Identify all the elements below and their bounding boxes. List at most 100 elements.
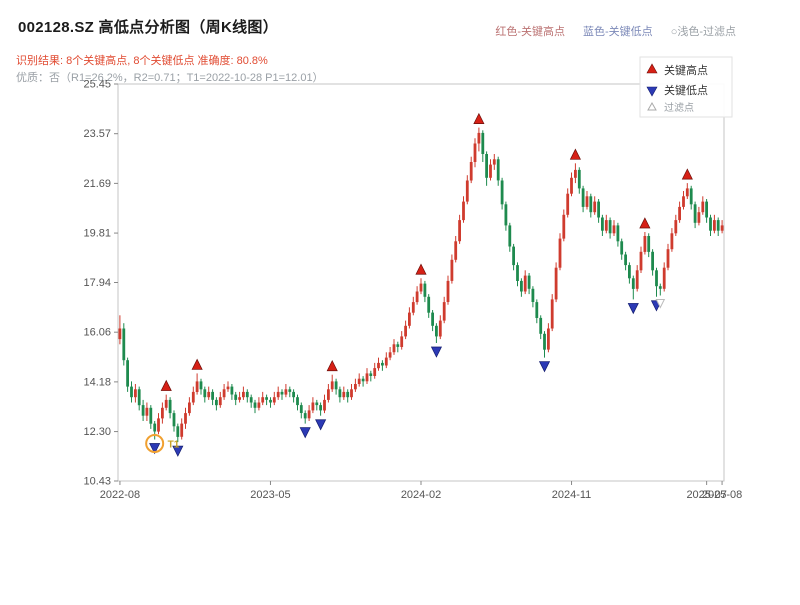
candle	[130, 386, 133, 398]
candle	[639, 251, 643, 271]
candle	[134, 389, 137, 398]
candle	[180, 423, 184, 437]
candle	[523, 275, 527, 292]
candle	[357, 378, 361, 384]
candle	[685, 188, 689, 197]
filtered-point-markers	[655, 298, 666, 309]
key-high-marker	[191, 358, 203, 370]
candle	[234, 394, 238, 400]
candle	[203, 389, 207, 398]
candle	[520, 280, 523, 292]
svg-text:2023-05: 2023-05	[250, 489, 290, 501]
candle	[547, 328, 550, 350]
candle	[269, 399, 272, 403]
svg-text:14.18: 14.18	[83, 376, 111, 388]
candle	[272, 397, 276, 403]
top-legend-key-high: 红色-关键高点	[495, 26, 566, 38]
svg-text:2024-02: 2024-02	[401, 489, 441, 501]
quality-line: 优质：否（R1=26.2%，R2=0.71；T1=2022-10-28 P1=1…	[16, 72, 324, 84]
candle	[697, 212, 701, 223]
recognition-result: 识别结果: 8个关键高点, 8个关键低点 准确度: 80.8%	[16, 55, 268, 67]
candle	[454, 241, 458, 260]
svg-text:2022-08: 2022-08	[100, 489, 140, 501]
candle	[126, 360, 129, 387]
svg-text:过滤点: 过滤点	[664, 101, 694, 114]
candle	[377, 362, 380, 369]
candle	[701, 201, 705, 213]
candle	[176, 426, 180, 437]
candle	[655, 270, 658, 287]
candle	[350, 389, 353, 398]
candle	[620, 241, 624, 255]
candle	[172, 413, 176, 427]
candle	[334, 381, 338, 390]
candle	[311, 402, 315, 411]
candle	[658, 286, 662, 289]
candle	[442, 302, 446, 321]
svg-text:16.06: 16.06	[83, 327, 111, 339]
candle	[435, 325, 438, 337]
candle	[253, 402, 257, 408]
t1-label: T1	[168, 440, 180, 451]
candle	[303, 413, 307, 419]
candle	[616, 225, 620, 242]
candle	[381, 362, 384, 366]
candle	[527, 275, 531, 289]
candle	[122, 328, 126, 361]
candle	[485, 154, 488, 178]
svg-text:2025-07: 2025-07	[686, 489, 726, 501]
candle	[276, 391, 280, 398]
candle	[400, 336, 404, 347]
candle	[624, 254, 627, 266]
candle	[373, 368, 377, 376]
key-high-marker	[326, 359, 338, 372]
candle	[570, 177, 573, 194]
candle	[327, 389, 330, 400]
candle	[261, 397, 265, 403]
candle	[438, 320, 442, 337]
candle	[249, 397, 253, 403]
candle	[635, 270, 639, 289]
candle	[597, 201, 600, 218]
candle	[535, 302, 539, 318]
candle	[354, 384, 357, 390]
svg-text:2024-11: 2024-11	[552, 489, 592, 501]
filtered-point-marker	[655, 298, 666, 309]
key-high-marker	[639, 217, 651, 229]
candle	[161, 407, 164, 419]
candle	[404, 325, 407, 337]
key-low-markers	[149, 300, 663, 457]
candle	[589, 196, 593, 213]
svg-text:2025-08: 2025-08	[702, 489, 742, 501]
candle	[419, 283, 423, 292]
candle	[581, 188, 585, 207]
candle	[585, 196, 589, 207]
candle	[450, 259, 454, 281]
candle	[508, 225, 512, 247]
candle	[601, 217, 604, 231]
candle	[207, 391, 211, 398]
svg-text:关键高点: 关键高点	[664, 63, 708, 77]
candle	[705, 201, 708, 218]
candle	[427, 296, 431, 313]
candle	[218, 397, 222, 406]
candle	[604, 220, 608, 231]
candle	[531, 288, 535, 302]
candle	[481, 132, 485, 154]
candle	[566, 193, 570, 215]
candle	[674, 220, 678, 234]
candle	[292, 391, 295, 398]
candle	[242, 391, 245, 398]
top-legend-filtered: ○浅色-过滤点	[670, 26, 736, 38]
candle	[554, 267, 558, 300]
candle	[543, 333, 546, 350]
candle	[369, 373, 373, 376]
key-high-marker	[569, 148, 581, 160]
candle	[191, 391, 195, 403]
candle	[408, 312, 411, 326]
candle	[492, 159, 496, 165]
candle	[392, 344, 396, 353]
candle	[265, 397, 268, 400]
candle	[593, 201, 597, 213]
